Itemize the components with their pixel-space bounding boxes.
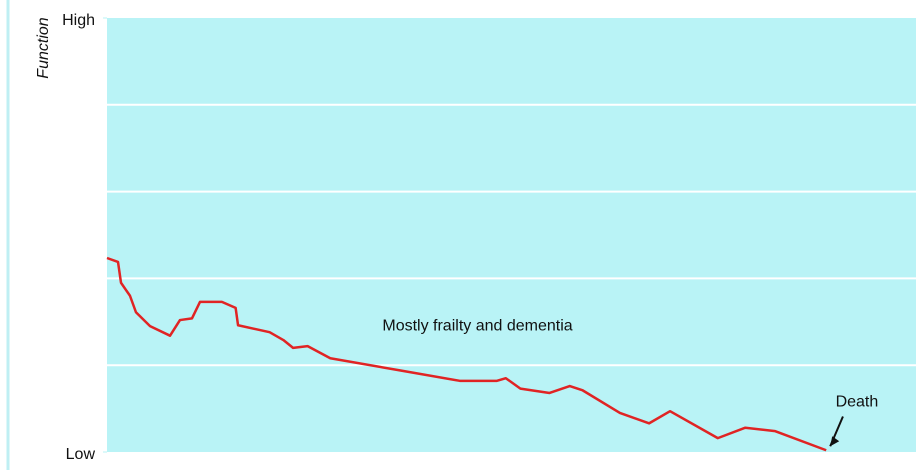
arrow-head: [830, 436, 840, 447]
plot-area: [107, 18, 916, 452]
annotation: Mostly frailty and dementia: [382, 317, 572, 334]
data-line: [106, 256, 827, 452]
annotation: Death: [836, 394, 879, 411]
y-tick-label: High: [62, 12, 95, 29]
y-tick-label: Low: [66, 446, 96, 463]
y-axis-title: Function: [35, 17, 52, 78]
